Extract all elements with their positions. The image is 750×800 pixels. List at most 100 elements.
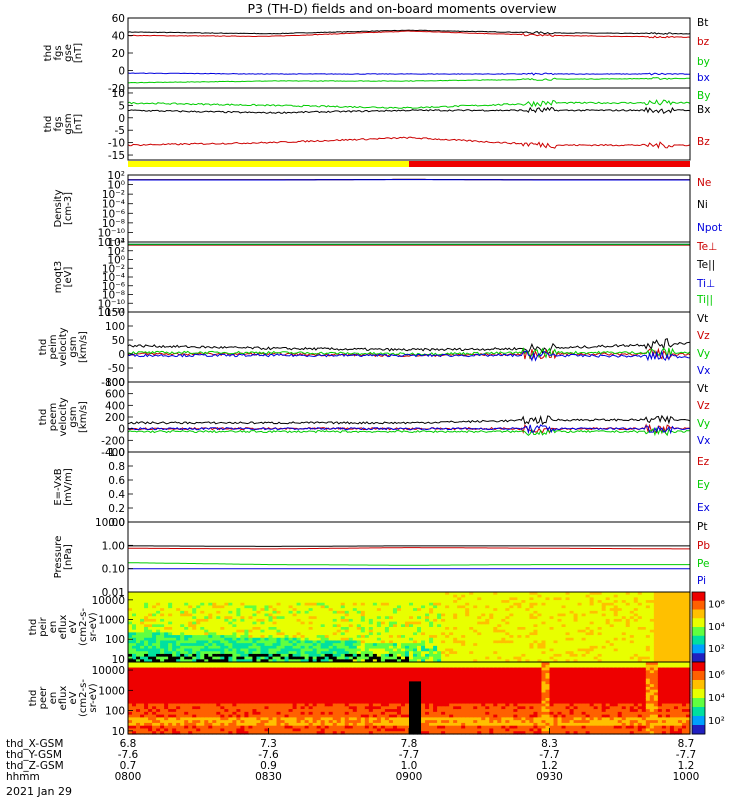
heatmap-cell xyxy=(553,645,559,650)
heatmap-cell xyxy=(653,629,659,633)
heatmap-cell xyxy=(288,670,294,674)
heatmap-cell xyxy=(360,592,366,596)
heatmap-cell xyxy=(320,602,326,607)
heatmap-cell xyxy=(641,653,647,658)
heatmap-cell xyxy=(196,653,201,658)
heatmap-cell xyxy=(561,621,567,625)
heatmap-cell xyxy=(220,717,225,721)
heatmap-cell xyxy=(296,706,302,710)
heatmap-cell xyxy=(300,605,306,609)
heatmap-cell xyxy=(673,610,679,615)
heatmap-cell xyxy=(597,594,603,598)
heatmap-cell xyxy=(653,605,659,609)
heatmap-cell xyxy=(220,686,225,691)
heatmap-cell xyxy=(152,618,157,623)
heatmap-cell xyxy=(172,731,177,735)
heatmap-cell xyxy=(677,618,683,623)
heatmap-cell xyxy=(465,656,470,660)
heatmap-cell xyxy=(148,659,153,663)
heatmap-cell xyxy=(236,597,241,601)
heatmap-cell xyxy=(288,722,294,727)
heatmap-cell xyxy=(268,648,274,652)
heatmap-cell xyxy=(645,592,651,596)
heatmap-cell xyxy=(685,643,691,647)
heatmap-cell xyxy=(224,643,229,647)
heatmap-cell xyxy=(228,662,233,666)
heatmap-cell xyxy=(152,653,157,658)
heatmap-cell xyxy=(268,700,274,705)
heatmap-cell xyxy=(204,662,209,666)
heatmap-cell xyxy=(236,600,241,604)
heatmap-cell xyxy=(573,629,579,633)
heatmap-cell xyxy=(152,594,157,598)
heatmap-cell xyxy=(316,629,322,633)
heatmap-cell xyxy=(228,689,233,694)
heatmap-cell xyxy=(581,637,587,642)
heatmap-cell xyxy=(156,592,161,596)
heatmap-cell xyxy=(180,725,185,730)
heatmap-cell xyxy=(288,637,294,642)
heatmap-cell xyxy=(216,610,221,615)
heatmap-cell xyxy=(605,637,611,642)
heatmap-cell xyxy=(292,613,298,617)
heatmap-cell xyxy=(200,728,205,732)
heatmap-cell xyxy=(144,627,149,631)
heatmap-cell xyxy=(661,600,667,604)
heatmap-cell xyxy=(252,686,258,691)
heatmap-cell xyxy=(565,597,571,601)
heatmap-cell xyxy=(152,613,157,617)
heatmap-cell xyxy=(192,629,197,633)
heatmap-cell xyxy=(236,640,241,644)
heatmap-cell xyxy=(224,613,229,617)
heatmap-cell xyxy=(352,629,358,633)
heatmap-cell xyxy=(613,659,619,663)
heatmap-cell xyxy=(232,618,237,623)
heatmap-cell xyxy=(272,640,278,644)
heatmap-cell xyxy=(621,621,627,625)
heatmap-cell xyxy=(340,648,346,652)
heatmap-cell xyxy=(388,656,394,660)
heatmap-cell xyxy=(212,645,217,650)
heatmap-cell xyxy=(132,728,137,732)
heatmap-cell xyxy=(160,602,165,607)
heatmap-cell xyxy=(461,616,466,620)
heatmap-cell xyxy=(260,613,266,617)
heatmap-cell xyxy=(641,616,647,620)
heatmap-cell xyxy=(132,711,137,716)
heatmap-cell xyxy=(212,714,217,718)
heatmap-cell xyxy=(128,673,133,677)
heatmap-cell xyxy=(521,616,527,620)
heatmap-cell xyxy=(573,618,579,623)
heatmap-cell xyxy=(437,632,442,636)
heatmap-cell xyxy=(657,597,663,601)
heatmap-cell xyxy=(152,695,157,699)
y-axis-label: gsm xyxy=(68,336,79,357)
y-tick-label: -15 xyxy=(108,150,125,162)
heatmap-cell xyxy=(308,624,314,628)
heatmap-cell xyxy=(244,673,250,677)
heatmap-cell xyxy=(144,613,149,617)
heatmap-cell xyxy=(449,637,454,642)
heatmap-cell xyxy=(441,610,446,615)
series-line-Pe xyxy=(128,562,690,566)
heatmap-cell xyxy=(252,709,258,713)
heatmap-cell xyxy=(437,618,442,623)
heatmap-cell xyxy=(585,618,591,623)
heatmap-cell xyxy=(168,662,173,666)
heatmap-cell xyxy=(469,635,474,639)
heatmap-cell xyxy=(360,627,366,631)
heatmap-cell xyxy=(244,709,250,713)
heatmap-cell xyxy=(449,643,454,647)
heatmap-cell xyxy=(388,645,394,650)
heatmap-cell xyxy=(148,725,153,730)
heatmap-cell xyxy=(272,616,278,620)
heatmap-cell xyxy=(200,600,205,604)
heatmap-cell xyxy=(136,656,141,660)
heatmap-cell xyxy=(208,640,213,644)
heatmap-cell xyxy=(160,648,165,652)
heatmap-cell xyxy=(629,610,635,615)
heatmap-cell xyxy=(160,594,165,598)
heatmap-cell xyxy=(629,629,635,633)
heatmap-cell xyxy=(216,659,221,663)
heatmap-cell xyxy=(641,643,647,647)
